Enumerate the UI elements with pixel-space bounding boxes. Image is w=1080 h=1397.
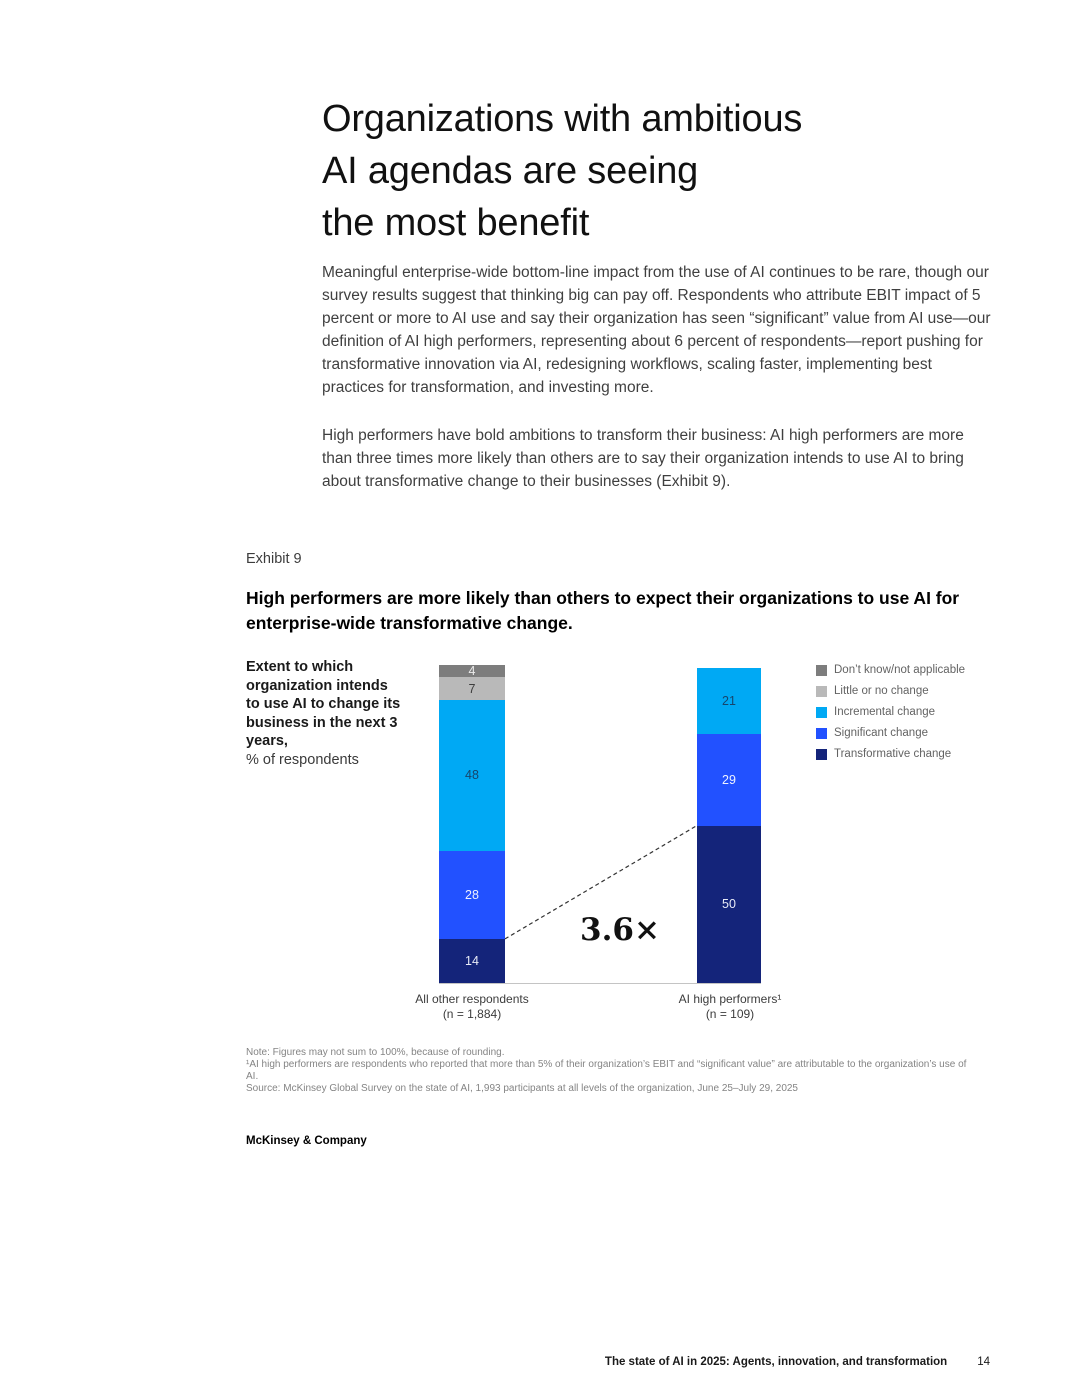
bar-segment-incremental-change: 21 (697, 668, 761, 735)
legend-item-significant-change: Significant change (816, 727, 965, 739)
legend-label: Don’t know/not applicable (834, 664, 966, 676)
category-label-all-other-respondents: All other respondents (n = 1,884) (415, 992, 529, 1021)
page-title: Organizations with ambitious AI agendas … (322, 98, 803, 245)
footer-page-number: 14 (977, 1356, 990, 1368)
chart-legend: Don’t know/not applicable Little or no ch… (816, 664, 965, 760)
bar-segment-significant-change: 29 (697, 734, 761, 826)
chart-axis-unit: % of respondents (246, 751, 359, 768)
legend-label: Little or no change (834, 685, 929, 697)
chart-axis-description-bold: Extent to which organization intends to … (246, 659, 401, 749)
mckinsey-brand: McKinsey & Company (246, 1135, 367, 1147)
bar-segment-transformative-change: 14 (439, 938, 505, 983)
legend-swatch-icon (816, 727, 827, 739)
legend-label: Incremental change (834, 706, 936, 718)
footnotes: Note: Figures may not sum to 100%, becau… (246, 1047, 968, 1095)
legend-item-little-or-no-change: Little or no change (816, 685, 965, 697)
body-paragraph-2: High performers have bold ambitions to t… (322, 426, 964, 490)
stacked-bar-all-other-respondents: 4 7 48 28 14 (439, 664, 505, 983)
legend-swatch-icon (816, 706, 827, 718)
bar-segment-transformative-change: 50 (697, 825, 761, 983)
bar-segment-little-or-no-change: 7 (439, 677, 505, 700)
category-label-ai-high-performers: AI high performers¹ (n = 109) (678, 992, 782, 1021)
legend-swatch-icon (816, 748, 827, 760)
exhibit-label: Exhibit 9 (246, 551, 302, 567)
bar-segment-don-t-know-not-applicable: 4 (439, 664, 505, 678)
multiplier-annotation: 3.6× (580, 912, 660, 948)
footer-report-title: The state of AI in 2025: Agents, innovat… (604, 1356, 948, 1368)
exhibit-title: High performers are more likely than oth… (246, 588, 960, 633)
stacked-bar-ai-high-performers: 21 29 50 (697, 668, 761, 983)
legend-item-incremental-change: Incremental change (816, 706, 965, 718)
legend-swatch-icon (816, 664, 827, 676)
bar-segment-incremental-change: 48 (439, 699, 505, 851)
chart-baseline (439, 983, 761, 984)
bar-segment-significant-change: 28 (439, 850, 505, 939)
footnote-source: Source: McKinsey Global Survey on the st… (246, 1083, 798, 1094)
legend-label: Transformative change (834, 748, 952, 760)
footnote-definition: ¹AI high performers are respondents who … (246, 1059, 967, 1082)
legend-item-don-t-know-not-applicable: Don’t know/not applicable (816, 664, 965, 676)
legend-item-transformative-change: Transformative change (816, 748, 965, 760)
legend-label: Significant change (834, 727, 928, 739)
footnote-note: Note: Figures may not sum to 100%, becau… (246, 1047, 505, 1058)
body-paragraph-1: Meaningful enterprise-wide bottom-line i… (322, 263, 991, 396)
page-footer: The state of AI in 2025: Agents, innovat… (605, 1356, 990, 1368)
legend-swatch-icon (816, 685, 827, 697)
chart-axis-description: Extent to which organization intends to … (246, 658, 404, 769)
